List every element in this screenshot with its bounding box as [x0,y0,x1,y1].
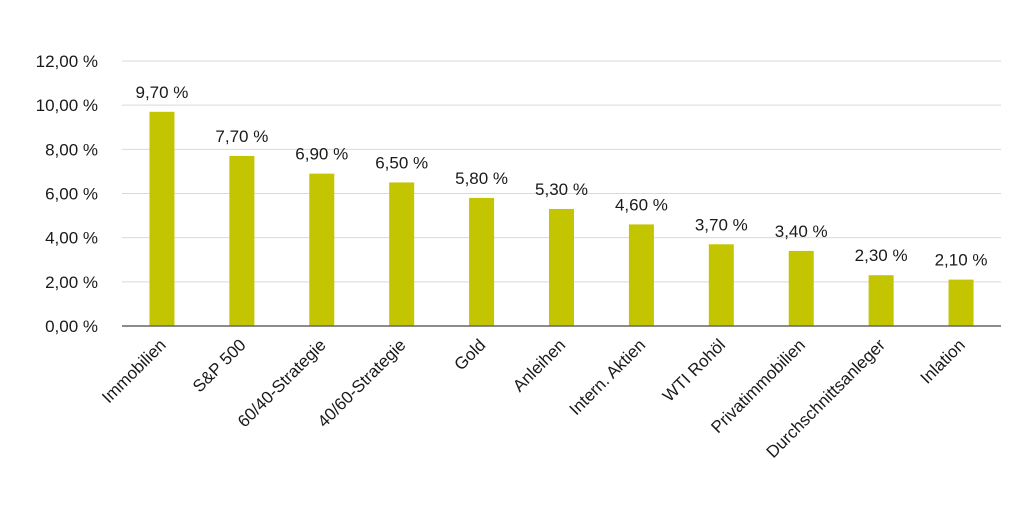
y-axis-tick-labels: 0,00 % 2,00 % 4,00 % 6,00 % 8,00 % 10,00 % 12,… [36,52,98,336]
category-label: Intern. Aktien [566,335,650,419]
bar [708,244,734,326]
bar [868,275,894,326]
data-label: 2,30 % [855,246,908,265]
y-tick-label: 12,00 % [36,52,98,71]
bar [549,208,574,326]
data-label: 9,70 % [135,83,188,102]
data-label: 3,70 % [695,215,748,234]
data-label: 6,50 % [375,153,428,172]
data-label: 6,90 % [295,145,348,164]
bar [628,224,654,326]
gridlines [122,60,1001,283]
y-tick-label: 4,00 % [45,229,98,248]
data-label: 5,80 % [455,169,508,188]
category-label: Gold [451,335,490,374]
y-tick-label: 6,00 % [45,185,98,204]
bar [948,279,974,326]
category-label: Inlation [917,335,969,387]
bar [469,197,495,326]
category-label: Immobilien [98,335,170,407]
category-label: WTI Rohöl [659,335,729,405]
bar [309,173,335,326]
y-tick-label: 10,00 % [36,96,98,115]
category-label: Anleihen [509,335,569,395]
category-labels: Immobilien S&P 50060/40-Strategie40/60-St… [98,335,969,462]
data-labels: 9,70 % 7,70 % 6,90 % 6,50 % 5,80 % 5,30 % 4,60… [135,83,987,270]
bar [149,111,175,327]
y-tick-label: 2,00 % [45,273,98,292]
y-tick-label: 0,00 % [45,317,98,336]
data-label: 7,70 % [215,127,268,146]
data-label: 5,30 % [535,180,588,199]
bar [229,155,255,326]
bar [788,250,814,326]
data-label: 3,40 % [775,222,828,241]
category-label: S&P 500 [189,335,250,396]
data-label: 4,60 % [615,195,668,214]
bars [149,111,974,327]
bar [389,182,415,326]
data-label: 2,10 % [935,251,988,270]
y-tick-label: 8,00 % [45,140,98,159]
